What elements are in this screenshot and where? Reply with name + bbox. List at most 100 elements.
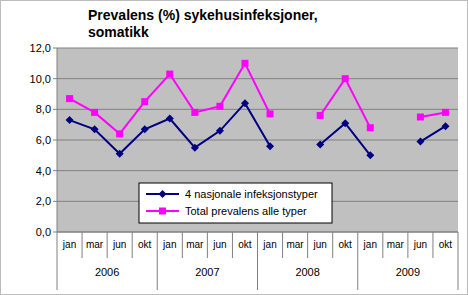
- category-separator: [232, 232, 233, 258]
- chart: Prevalens (%) sykehusinfeksjoner,somatik…: [0, 0, 468, 295]
- x-tick-label: okt: [238, 239, 252, 250]
- y-tick: [53, 170, 57, 171]
- y-tick-label: 8,0: [36, 103, 51, 115]
- y-tick: [53, 232, 57, 233]
- point: [191, 109, 198, 116]
- point: [166, 71, 173, 78]
- grid-line: [57, 109, 458, 110]
- x-tick-label: mar: [186, 239, 204, 250]
- point: [316, 141, 324, 149]
- point: [66, 116, 74, 124]
- point: [166, 115, 174, 123]
- x-tick-label: jun: [212, 239, 226, 250]
- legend-marker: [159, 190, 167, 198]
- x-tick-label: mar: [86, 239, 104, 250]
- grid-line: [57, 78, 458, 79]
- x-tick-label: jun: [413, 239, 427, 250]
- x-tick-label: mar: [387, 239, 405, 250]
- legend: 4 nasjonale infeksjonstyper Total prevale…: [139, 183, 332, 223]
- y-tick-label: 12,0: [30, 42, 51, 54]
- chart-border: [1, 1, 468, 295]
- point: [266, 142, 274, 150]
- point: [141, 125, 149, 133]
- y-tick-label: 6,0: [36, 134, 51, 146]
- y-tick: [53, 48, 57, 49]
- point: [367, 124, 374, 131]
- title-line: somatikk: [88, 24, 149, 40]
- x-tick-label: jun: [112, 239, 126, 250]
- group-separator: [357, 232, 358, 290]
- point: [267, 110, 274, 117]
- point: [317, 112, 324, 119]
- category-separator: [182, 232, 183, 258]
- point: [116, 150, 124, 158]
- point: [241, 60, 248, 67]
- y-axis: [57, 48, 58, 232]
- series-line: [70, 63, 446, 134]
- point: [366, 151, 374, 159]
- x-group-label: 2006: [95, 266, 119, 278]
- grid-line: [57, 48, 458, 49]
- y-tick: [53, 109, 57, 110]
- x-tick-label: mar: [286, 239, 304, 250]
- category-separator: [407, 232, 408, 258]
- category-separator: [282, 232, 283, 258]
- group-separator: [458, 232, 459, 290]
- legend-box: [139, 183, 332, 223]
- x-tick-label: jun: [312, 239, 326, 250]
- x-group-label: 2008: [295, 266, 319, 278]
- legend-label: 4 nasjonale infeksjonstyper: [185, 188, 318, 200]
- point: [341, 119, 349, 127]
- point: [441, 122, 449, 130]
- y-tick-label: 2,0: [36, 195, 51, 207]
- legend-marker: [159, 208, 166, 215]
- category-separator: [432, 232, 433, 258]
- point: [66, 95, 73, 102]
- category-separator: [207, 232, 208, 258]
- title: Prevalens (%) sykehusinfeksjoner,somatik…: [88, 7, 318, 40]
- y-tick: [53, 201, 57, 202]
- x-tick-label: okt: [339, 239, 353, 250]
- point: [116, 130, 123, 137]
- x-tick-label: jan: [62, 239, 76, 250]
- group-separator: [257, 232, 258, 290]
- y-tick-label: 10,0: [30, 73, 51, 85]
- point: [442, 109, 449, 116]
- category-separator: [107, 232, 108, 258]
- y-tick-label: 0,0: [36, 226, 51, 238]
- point: [141, 98, 148, 105]
- category-separator: [332, 232, 333, 258]
- x-tick-label: jan: [262, 239, 276, 250]
- series-line: [70, 103, 446, 155]
- point: [241, 99, 249, 107]
- y-tick: [53, 78, 57, 79]
- series-group: [66, 60, 450, 160]
- y-tick: [53, 140, 57, 141]
- x-group-label: 2009: [396, 266, 420, 278]
- point: [216, 103, 223, 110]
- group-separator: [157, 232, 158, 290]
- category-separator: [82, 232, 83, 258]
- plot-area: [57, 48, 458, 232]
- point: [342, 75, 349, 82]
- point: [191, 144, 199, 152]
- point: [91, 109, 98, 116]
- grid-line: [57, 170, 458, 171]
- category-separator: [382, 232, 383, 258]
- category-separator: [307, 232, 308, 258]
- point: [417, 114, 424, 121]
- x-tick-label: okt: [439, 239, 453, 250]
- x-group-label: 2007: [195, 266, 219, 278]
- y-tick-label: 4,0: [36, 165, 51, 177]
- point: [416, 138, 424, 146]
- legend-label: Total prevalens alle typer: [185, 205, 307, 217]
- x-tick-label: okt: [138, 239, 152, 250]
- category-separator: [132, 232, 133, 258]
- group-separator: [57, 232, 58, 290]
- x-tick-label: jan: [162, 239, 176, 250]
- point: [91, 125, 99, 133]
- grid-line: [57, 140, 458, 141]
- point: [216, 127, 224, 135]
- title-line: Prevalens (%) sykehusinfeksjoner,: [88, 7, 318, 23]
- x-tick-label: jan: [363, 239, 377, 250]
